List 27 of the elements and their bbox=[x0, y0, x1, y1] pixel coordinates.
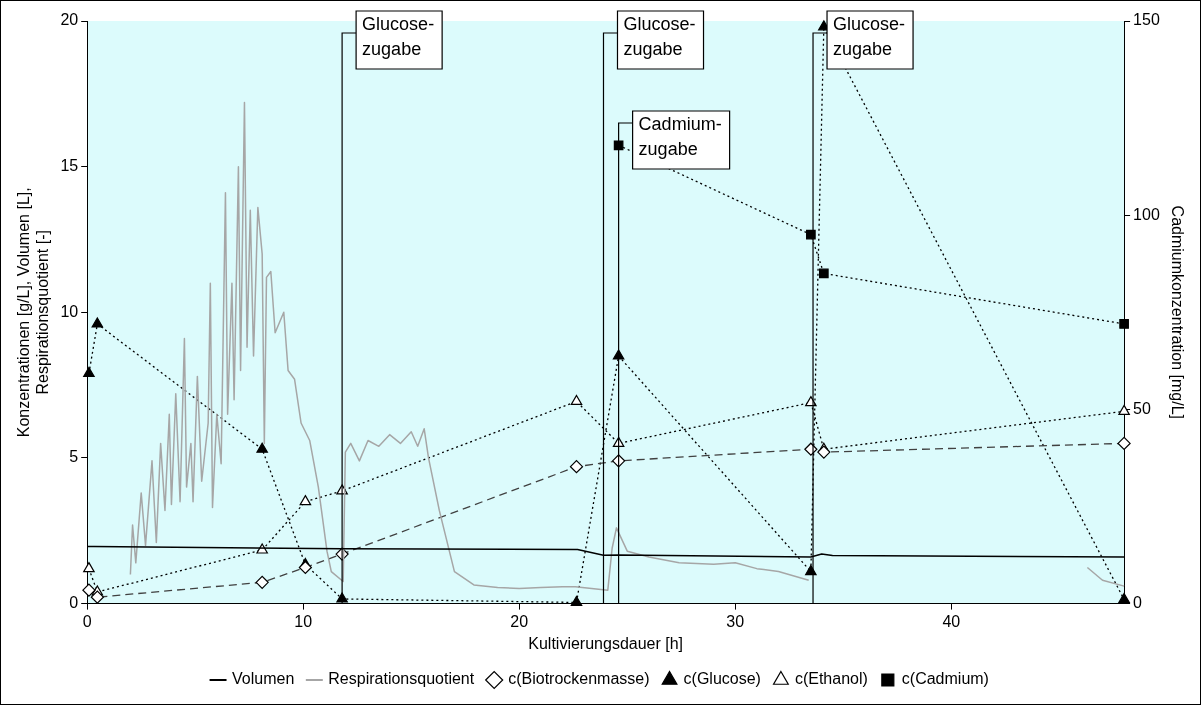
ref-line-label: Cadmium-zugabe bbox=[638, 113, 722, 159]
legend-label: Volumen bbox=[232, 670, 295, 688]
ref-line-label: Glucose-zugabe bbox=[833, 13, 906, 59]
x-tick-label: 20 bbox=[510, 612, 529, 630]
x-tick-label: 0 bbox=[82, 612, 92, 630]
legend-label: c(Glucose) bbox=[683, 670, 761, 688]
legend-label: c(Cadmium) bbox=[901, 670, 989, 688]
y-tick-label: 10 bbox=[60, 302, 79, 320]
x-axis-title: Kultivierungsdauer [h] bbox=[528, 634, 684, 652]
x-tick-label: 30 bbox=[726, 612, 745, 630]
y2-axis-title: Cadmiumkonzentration [mg/L] bbox=[1168, 205, 1186, 420]
y-axis-title: Konzentrationen [g/L], Volumen [L], Respirationsquotient [-] bbox=[15, 187, 52, 438]
x-tick-label: 40 bbox=[942, 612, 961, 630]
y-tick-label: 20 bbox=[60, 11, 79, 29]
ref-line-label: Glucose-zugabe bbox=[623, 13, 696, 59]
y-tick-label: 0 bbox=[69, 594, 79, 612]
y2-tick-label: 50 bbox=[1133, 399, 1151, 417]
y2-tick-label: 100 bbox=[1133, 205, 1160, 223]
y-tick-label: 15 bbox=[60, 157, 79, 175]
y-tick-label: 5 bbox=[69, 448, 79, 466]
x-tick-label: 10 bbox=[294, 612, 313, 630]
y2-tick-label: 150 bbox=[1133, 11, 1160, 29]
y2-tick-label: 0 bbox=[1133, 594, 1143, 612]
ref-line-label: Glucose-zugabe bbox=[362, 13, 435, 59]
legend-label: c(Biotrockenmasse) bbox=[508, 670, 650, 688]
legend-label: c(Ethanol) bbox=[794, 670, 868, 688]
legend-label: Respirationsquotient bbox=[328, 670, 475, 688]
